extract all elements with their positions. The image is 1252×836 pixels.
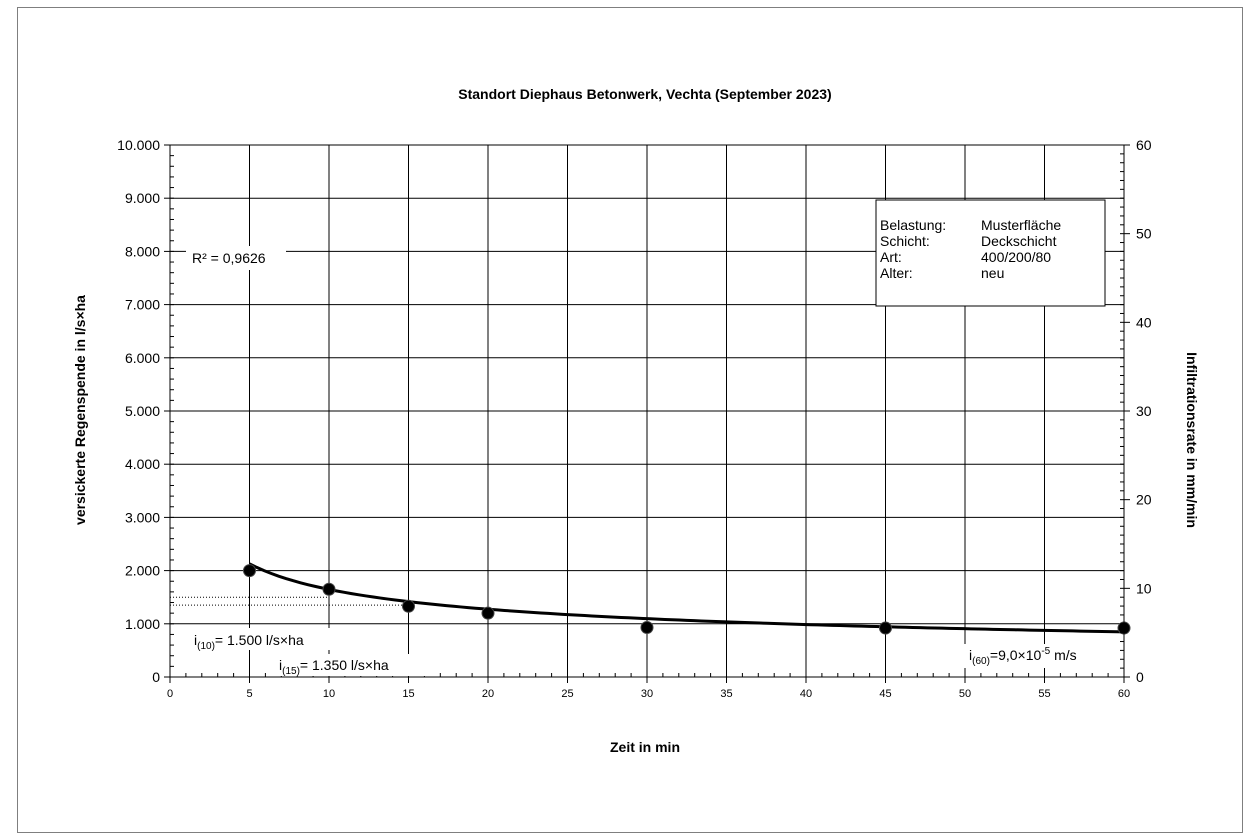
y-tick-label: 6.000 — [125, 350, 160, 366]
y-tick-label: 4.000 — [125, 456, 160, 472]
data-point — [481, 606, 495, 620]
i10-label-bg — [186, 628, 338, 650]
y2-tick-label: 30 — [1136, 403, 1152, 419]
y-tick-label: 8.000 — [125, 243, 160, 259]
y2-tick-label: 60 — [1136, 137, 1152, 153]
y-tick-label: 1.000 — [125, 616, 160, 632]
x-tick-label: 50 — [959, 688, 971, 700]
x-tick-label: 60 — [1118, 688, 1130, 700]
y2-axis-label: Infiltrationsrate in mm/min — [1184, 352, 1200, 528]
y-tick-label: 5.000 — [125, 403, 160, 419]
y2-tick-label: 10 — [1136, 580, 1152, 596]
x-tick-label: 0 — [167, 688, 173, 700]
y2-tick-label: 50 — [1136, 226, 1152, 242]
x-tick-label: 20 — [482, 688, 494, 700]
y-tick-label: 3.000 — [125, 509, 160, 525]
x-tick-label: 25 — [561, 688, 573, 700]
chart-frame — [17, 7, 1243, 833]
legend-value: Deckschicht — [981, 233, 1057, 249]
r2-label: R² = 0,9626 — [192, 250, 266, 266]
x-tick-label: 40 — [800, 688, 812, 700]
i60-label-bg — [964, 644, 1116, 668]
y-tick-label: 2.000 — [125, 563, 160, 579]
data-point — [402, 599, 415, 613]
legend-rows: Belastung: Musterfläche Schicht: Deckschich… — [880, 217, 1061, 281]
x-ticks: 0 5 10 15 20 25 30 35 40 45 50 55 60 — [167, 688, 1130, 700]
data-point — [640, 621, 654, 635]
legend-value: Musterfläche — [981, 217, 1061, 233]
data-point — [243, 564, 256, 578]
legend-key: Belastung: — [880, 217, 946, 233]
y2-ticks: 0 10 20 30 40 50 60 — [1136, 137, 1152, 685]
legend-value: 400/200/80 — [981, 249, 1051, 265]
x-tick-label: 5 — [246, 688, 252, 700]
legend-key: Schicht: — [880, 233, 930, 249]
x-axis-label: Zeit in min — [610, 739, 680, 755]
x-tick-label: 45 — [879, 688, 891, 700]
y-tick-label: 9.000 — [125, 190, 160, 206]
trendline — [248, 562, 1125, 634]
data-point — [322, 582, 336, 596]
r2-label-bg — [186, 246, 286, 270]
y-tick-label: 0 — [152, 669, 160, 685]
y2-tick-label: 0 — [1136, 669, 1144, 685]
i15-label: i(15)= 1.350 l/s×ha — [279, 657, 389, 677]
chart-title: Standort Diephaus Betonwerk, Vechta (Sep… — [458, 86, 831, 102]
i15-label-bg — [272, 654, 428, 676]
y2-tick-label: 40 — [1136, 314, 1152, 330]
i10-label: i(10)= 1.500 l/s×ha — [194, 632, 304, 652]
data-points — [243, 564, 1131, 635]
x-tick-label: 35 — [720, 688, 732, 700]
legend-box — [875, 199, 1106, 307]
x-tick-label: 10 — [323, 688, 335, 700]
y-tick-label: 10.000 — [117, 137, 160, 153]
y-ticks: 0 1.000 2.000 3.000 4.000 5.000 6.000 7.000 8.00… — [117, 137, 160, 685]
x-tick-label: 30 — [641, 688, 653, 700]
x-tick-label: 55 — [1038, 688, 1050, 700]
y-tick-label: 7.000 — [125, 297, 160, 313]
y-axis-label: versickerte Regenspende in l/s×ha — [72, 295, 88, 525]
legend-key: Art: — [880, 249, 902, 265]
i60-label: i(60)=9,0×10-5 m/s — [969, 646, 1077, 667]
legend-value: neu — [981, 265, 1004, 281]
axes — [164, 144, 1130, 683]
legend-key: Alter: — [880, 265, 913, 281]
reference-lines — [170, 596, 409, 606]
y2-tick-label: 20 — [1136, 492, 1152, 508]
data-point — [879, 621, 892, 635]
trendline-group — [248, 562, 1125, 634]
x-tick-label: 15 — [402, 688, 414, 700]
